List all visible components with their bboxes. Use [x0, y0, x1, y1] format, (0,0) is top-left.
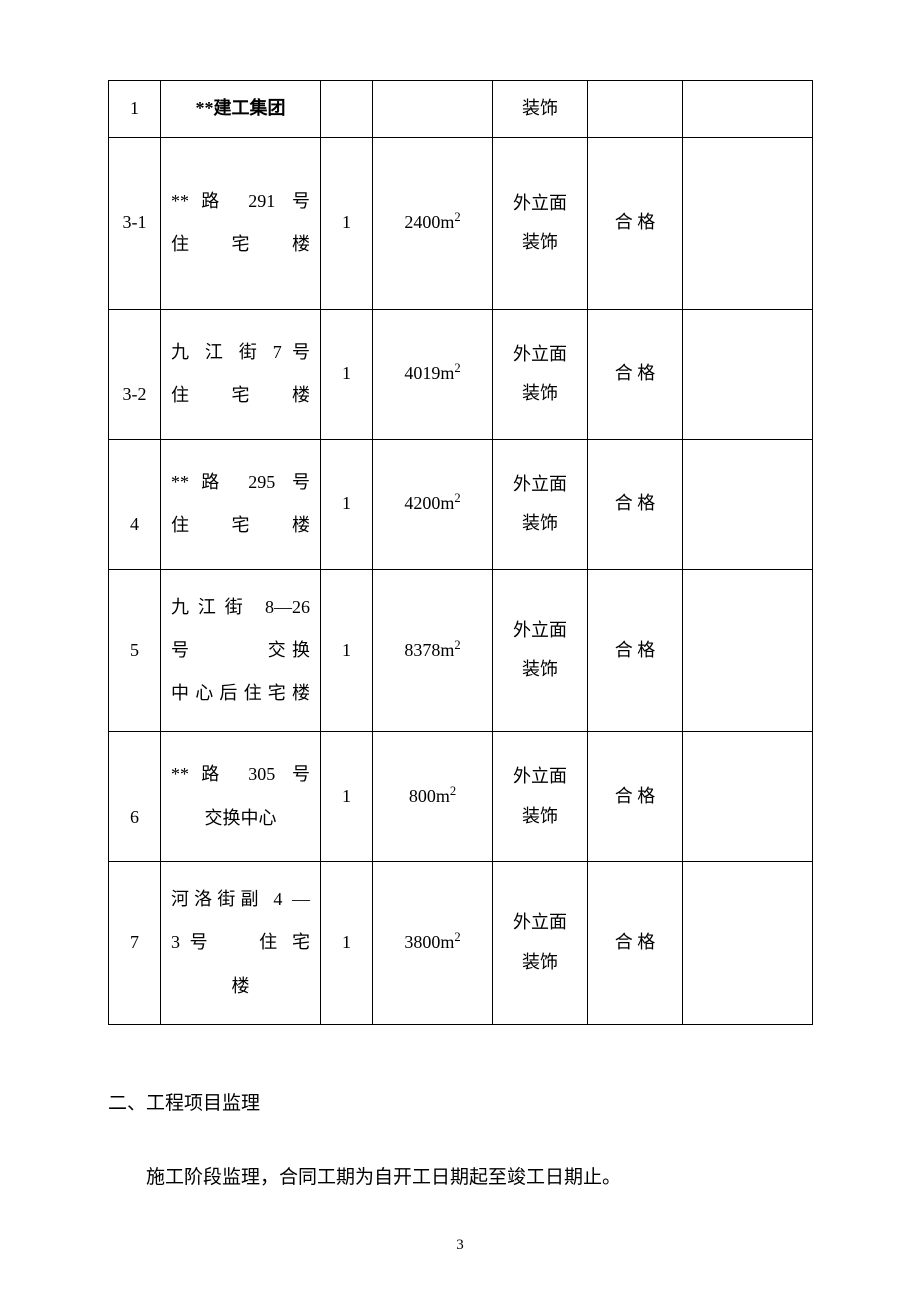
cell-index: 5 [109, 569, 161, 732]
area-sup: 2 [450, 784, 456, 798]
cell-type: 外立面 装饰 [493, 569, 588, 732]
cell-type: 外立面 装饰 [493, 309, 588, 439]
table-row: 1 **建工集团 装饰 [109, 81, 813, 138]
table-row: 5 九江街 8—26 号 交换 中心后住宅楼 1 8378m2 外立面 装饰 合… [109, 569, 813, 732]
cell-line: 装饰 [497, 650, 583, 690]
cell-line: 号 交换 [171, 629, 310, 672]
area-value: 3800m [404, 932, 454, 952]
area-sup: 2 [454, 491, 460, 505]
cell-remark [683, 732, 813, 862]
cell-remark [683, 309, 813, 439]
cell-index: 3-1 [109, 137, 161, 309]
area-sup: 2 [454, 930, 460, 944]
cell-remark [683, 569, 813, 732]
cell-status: 合 格 [588, 309, 683, 439]
cell-line: 装饰 [497, 504, 583, 544]
cell-line: 装饰 [497, 374, 583, 414]
cell-line: 外立面 [497, 335, 583, 375]
cell-line: 住 宅 楼 [171, 374, 310, 417]
cell-name: 九 江 街 7 号 住 宅 楼 [161, 309, 321, 439]
cell-name: 河洛街副 4 — 3 号 住 宅 楼 [161, 862, 321, 1025]
cell-remark [683, 81, 813, 138]
cell-line: 河洛街副 4 — [171, 878, 310, 921]
cell-index: 4 [109, 439, 161, 569]
area-value: 8378m [404, 640, 454, 660]
cell-line: 楼 [171, 965, 310, 1008]
cell-area: 4019m2 [373, 309, 493, 439]
cell-name: 九江街 8—26 号 交换 中心后住宅楼 [161, 569, 321, 732]
area-value: 800m [409, 786, 450, 806]
cell-count: 1 [321, 439, 373, 569]
cell-area [373, 81, 493, 138]
table-row: 6 **路 305 号 交换中心 1 800m2 外立面 装饰 合 格 [109, 732, 813, 862]
cell-line: **路 295 号 [171, 461, 310, 504]
cell-area: 8378m2 [373, 569, 493, 732]
cell-type: 外立面 装饰 [493, 137, 588, 309]
data-table: 1 **建工集团 装饰 3-1 **路 291 号 住 宅 楼 1 2400m2… [108, 80, 813, 1025]
cell-line: 外立面 [497, 184, 583, 224]
table-row: 7 河洛街副 4 — 3 号 住 宅 楼 1 3800m2 外立面 装饰 合 格 [109, 862, 813, 1025]
cell-line: **路 291 号 [171, 180, 310, 223]
table-row: 3-2 九 江 街 7 号 住 宅 楼 1 4019m2 外立面 装饰 合 格 [109, 309, 813, 439]
cell-index: 6 [109, 732, 161, 862]
cell-count: 1 [321, 862, 373, 1025]
cell-type: 装饰 [493, 81, 588, 138]
cell-name: **路 291 号 住 宅 楼 [161, 137, 321, 309]
cell-count: 1 [321, 309, 373, 439]
cell-area: 2400m2 [373, 137, 493, 309]
cell-line: 装饰 [497, 223, 583, 263]
cell-status [588, 81, 683, 138]
cell-count: 1 [321, 569, 373, 732]
cell-remark [683, 137, 813, 309]
cell-count: 1 [321, 732, 373, 862]
cell-line: 住 宅 楼 [171, 223, 310, 266]
cell-count [321, 81, 373, 138]
cell-line: 外立面 [497, 465, 583, 505]
cell-line: 3 号 住 宅 [171, 921, 310, 964]
cell-type: 外立面 装饰 [493, 732, 588, 862]
cell-line: 外立面 [497, 903, 583, 943]
cell-count: 1 [321, 137, 373, 309]
cell-area: 4200m2 [373, 439, 493, 569]
cell-line: 中心后住宅楼 [171, 672, 310, 715]
cell-status: 合 格 [588, 137, 683, 309]
cell-remark [683, 439, 813, 569]
cell-type: 外立面 装饰 [493, 439, 588, 569]
cell-line: **路 305 号 [171, 753, 310, 796]
cell-line: 装饰 [497, 943, 583, 983]
cell-type: 外立面 装饰 [493, 862, 588, 1025]
area-sup: 2 [454, 210, 460, 224]
cell-name: **路 305 号 交换中心 [161, 732, 321, 862]
cell-name: **路 295 号 住 宅 楼 [161, 439, 321, 569]
cell-line: 九 江 街 7 号 [171, 331, 310, 374]
cell-status: 合 格 [588, 862, 683, 1025]
cell-line: 交换中心 [171, 797, 310, 840]
cell-status: 合 格 [588, 569, 683, 732]
cell-line: 装饰 [497, 797, 583, 837]
cell-line: 住 宅 楼 [171, 504, 310, 547]
cell-index: 7 [109, 862, 161, 1025]
cell-name: **建工集团 [161, 81, 321, 138]
cell-index: 3-2 [109, 309, 161, 439]
cell-area: 800m2 [373, 732, 493, 862]
cell-line: 外立面 [497, 611, 583, 651]
cell-index: 1 [109, 81, 161, 138]
table-row: 3-1 **路 291 号 住 宅 楼 1 2400m2 外立面 装饰 合 格 [109, 137, 813, 309]
cell-line: 外立面 [497, 757, 583, 797]
area-value: 4200m [404, 493, 454, 513]
section-body: 施工阶段监理，合同工期为自开工日期起至竣工日期止。 [108, 1159, 812, 1197]
cell-line: 九江街 8—26 [171, 586, 310, 629]
page-number: 3 [456, 1237, 464, 1254]
cell-status: 合 格 [588, 439, 683, 569]
table-row: 4 **路 295 号 住 宅 楼 1 4200m2 外立面 装饰 合 格 [109, 439, 813, 569]
cell-remark [683, 862, 813, 1025]
cell-status: 合 格 [588, 732, 683, 862]
area-value: 4019m [404, 363, 454, 383]
section-heading: 二、工程项目监理 [108, 1085, 812, 1123]
area-sup: 2 [454, 638, 460, 652]
area-sup: 2 [454, 361, 460, 375]
cell-area: 3800m2 [373, 862, 493, 1025]
area-value: 2400m [404, 212, 454, 232]
